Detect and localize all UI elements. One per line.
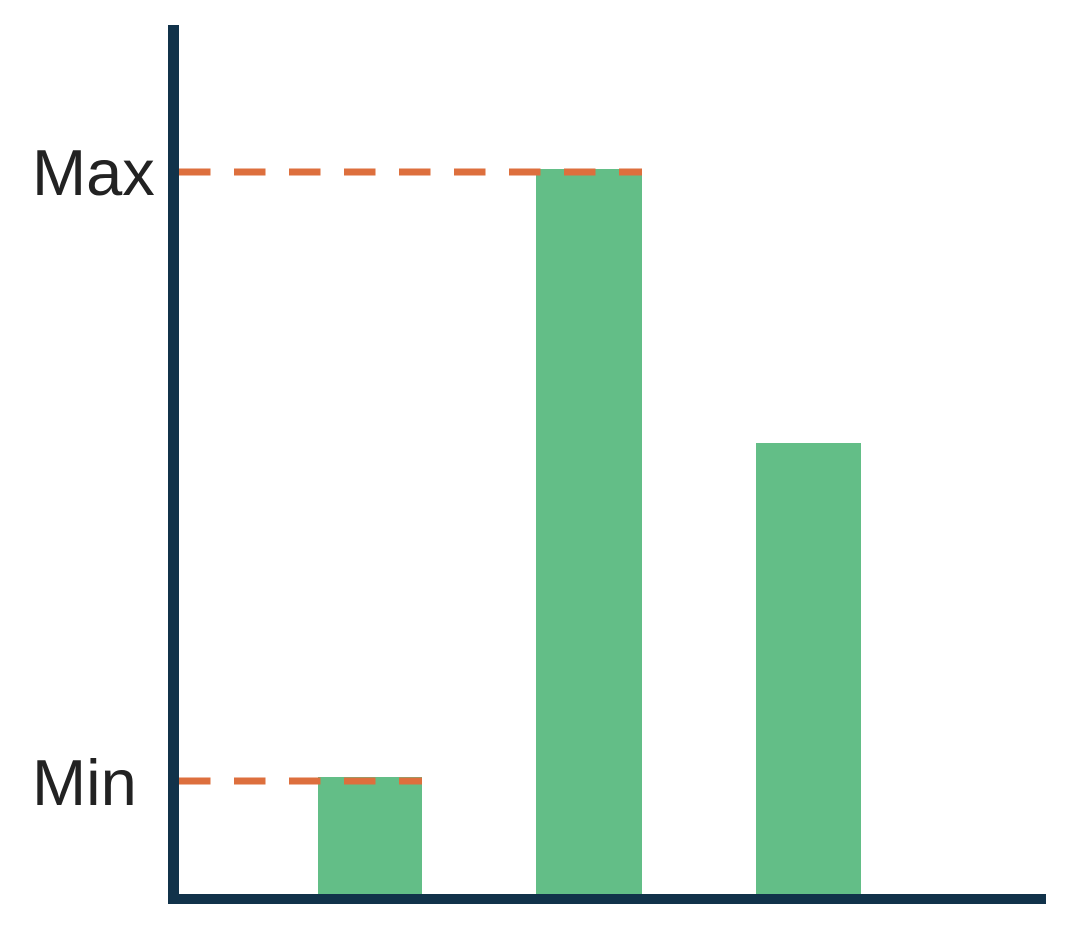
svg-text:Max: Max (32, 136, 155, 209)
svg-text:Min: Min (32, 746, 137, 819)
